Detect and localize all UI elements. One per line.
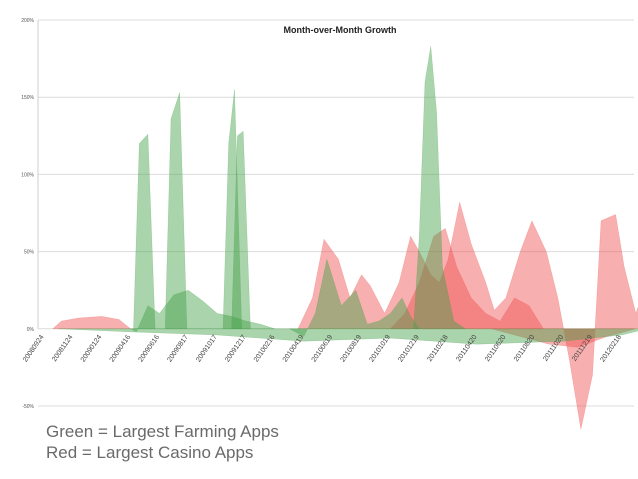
area-largest-casino-apps bbox=[297, 202, 638, 430]
axes: 200% 150% 100% 50% 0% -50% 20080924 20081124 200… bbox=[21, 18, 623, 410]
x-tick-label: 20090416 bbox=[109, 334, 133, 364]
x-tick-label: 20081124 bbox=[51, 334, 74, 363]
area-largest-farming-apps bbox=[222, 89, 242, 330]
gridlines bbox=[38, 19, 634, 407]
area-largest-farming-apps bbox=[164, 92, 188, 330]
y-tick-label: 50% bbox=[24, 250, 35, 256]
area-largest-casino-apps bbox=[491, 328, 636, 348]
x-tick-label: 20090817 bbox=[166, 334, 190, 364]
y-tick-label: -50% bbox=[22, 404, 34, 410]
x-tick-label: 20080924 bbox=[22, 334, 46, 364]
x-tick-label: 20091217 bbox=[224, 334, 248, 364]
data-areas bbox=[52, 46, 638, 430]
area-largest-farming-apps bbox=[413, 46, 467, 330]
y-tick-label: 100% bbox=[21, 172, 34, 178]
x-tick-label: 20090616 bbox=[138, 334, 162, 364]
area-largest-farming-apps bbox=[231, 130, 251, 330]
legend-note-red: Red = Largest Casino Apps bbox=[46, 443, 254, 462]
area-largest-casino-apps bbox=[52, 316, 132, 330]
x-tick-label: 20091017 bbox=[195, 334, 219, 364]
area-largest-casino-apps bbox=[389, 228, 544, 330]
y-tick-label: 150% bbox=[21, 95, 34, 101]
legend-note-green: Green = Largest Farming Apps bbox=[46, 422, 279, 441]
area-largest-farming-apps bbox=[130, 289, 275, 333]
x-tick-label: 20120218 bbox=[599, 334, 623, 364]
x-tick-label: 20090124 bbox=[80, 334, 104, 364]
area-largest-farming-apps bbox=[58, 328, 638, 345]
area-largest-farming-apps bbox=[133, 133, 156, 330]
y-tick-label: 0% bbox=[27, 327, 35, 333]
area-largest-farming-apps bbox=[289, 258, 420, 337]
y-tick-label: 200% bbox=[21, 18, 34, 24]
chart-title: Month-over-Month Growth bbox=[284, 25, 397, 35]
